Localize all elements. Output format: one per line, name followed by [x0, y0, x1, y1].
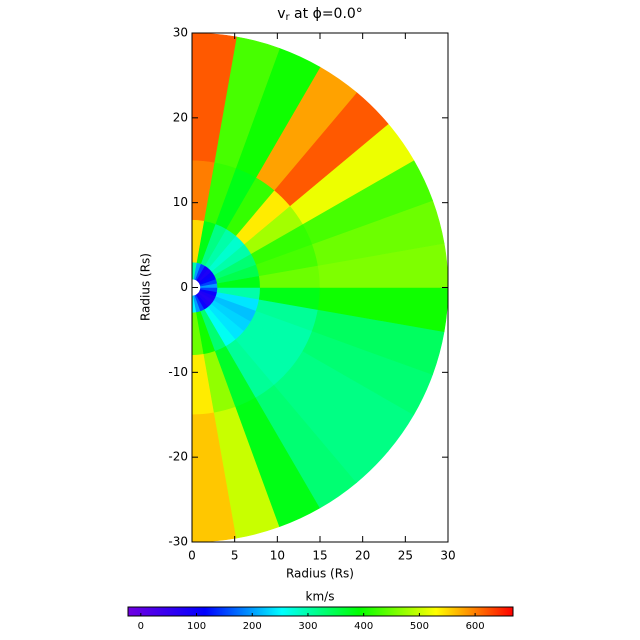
chart-title: vr at ϕ=0.0° — [277, 6, 363, 23]
x-axis-label: Radius (Rs) — [286, 567, 354, 581]
colorbar-tick-label: 500 — [410, 621, 429, 632]
title-part: v — [277, 6, 285, 22]
y-axis-label: Radius (Rs) — [139, 253, 153, 321]
colorbar-tick-label: 600 — [466, 621, 485, 632]
x-tick-label: 10 — [270, 549, 285, 563]
colorbar-tick-label: 100 — [187, 621, 206, 632]
y-tick-label: 0 — [180, 280, 188, 294]
y-tick-label: 10 — [173, 195, 188, 209]
title-part: at ϕ=0.0° — [290, 6, 363, 22]
x-tick-label: 15 — [312, 549, 327, 563]
y-tick-label: -30 — [168, 535, 188, 549]
x-tick-label: 5 — [231, 549, 239, 563]
title-subscript: r — [285, 12, 290, 23]
y-tick-label: -20 — [168, 450, 188, 464]
y-tick-label: 30 — [173, 26, 188, 40]
colorbar-tick-label: 400 — [354, 621, 373, 632]
colorbar-tick-label: 300 — [298, 621, 317, 632]
x-tick-label: 30 — [440, 549, 455, 563]
colorbar-tick-label: 0 — [138, 621, 144, 632]
colorbar — [127, 606, 514, 617]
y-tick-label: -10 — [168, 365, 188, 379]
x-tick-label: 20 — [355, 549, 370, 563]
x-tick-label: 25 — [398, 549, 413, 563]
x-tick-label: 0 — [188, 549, 196, 563]
y-tick-label: 20 — [173, 110, 188, 124]
colorbar-tick-label: 200 — [243, 621, 262, 632]
colorbar-label: km/s — [306, 590, 335, 604]
